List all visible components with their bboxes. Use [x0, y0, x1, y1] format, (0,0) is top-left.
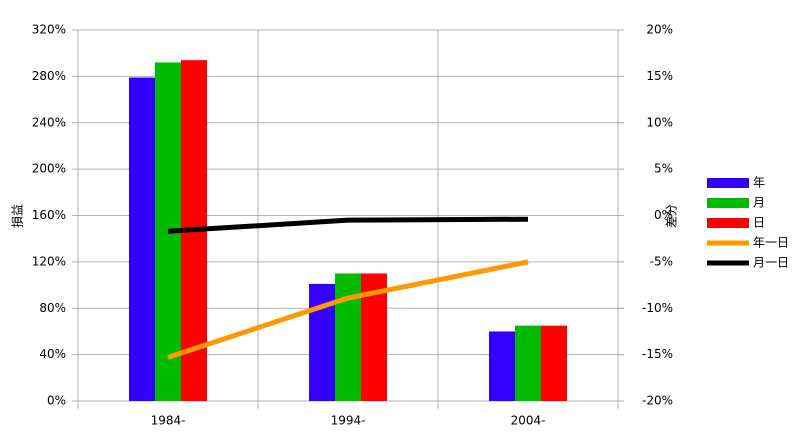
x-tick-label: 1994- — [331, 414, 366, 428]
legend-label: 年一日 — [753, 236, 789, 250]
y2-tick-label: 20% — [646, 23, 673, 37]
legend-label: 年 — [753, 176, 765, 190]
y2-tick-label: 0% — [654, 208, 673, 222]
legend-swatch — [707, 178, 749, 188]
bar — [129, 77, 155, 402]
y2-tick-label: 10% — [646, 115, 673, 129]
legend-swatch — [707, 198, 749, 208]
bar — [541, 325, 567, 401]
y-tick-label: 280% — [32, 69, 66, 83]
legend-label: 月 — [753, 196, 765, 210]
y2-tick-label: 5% — [654, 162, 673, 176]
y-tick-label: 40% — [39, 347, 66, 361]
line — [167, 259, 529, 360]
legend-swatch — [707, 218, 749, 228]
y-tick-label: 320% — [32, 23, 66, 37]
y-tick-label: 80% — [39, 301, 66, 315]
bar — [489, 331, 515, 401]
y-tick-label: 0% — [47, 394, 66, 408]
y-tick-label: 200% — [32, 162, 66, 176]
y2-tick-label: 15% — [646, 69, 673, 83]
y2-tick-label: -20% — [642, 394, 673, 408]
bar — [515, 325, 541, 401]
y-tick-label: 120% — [32, 254, 66, 268]
line — [167, 216, 529, 234]
y2-tick-label: -10% — [642, 301, 673, 315]
bar — [335, 273, 361, 401]
y-tick-label: 240% — [32, 115, 66, 129]
y2-axis-label: 差分 — [665, 204, 679, 228]
x-tick-label: 1984- — [151, 414, 186, 428]
y2-tick-label: -5% — [650, 254, 673, 268]
legend-label: 日 — [753, 216, 765, 230]
y2-tick-label: -15% — [642, 347, 673, 361]
legend-label: 月一日 — [753, 256, 789, 270]
x-tick-label: 2004- — [511, 414, 546, 428]
y-axis-label: 損益 — [10, 204, 25, 228]
y-tick-label: 160% — [32, 208, 66, 222]
